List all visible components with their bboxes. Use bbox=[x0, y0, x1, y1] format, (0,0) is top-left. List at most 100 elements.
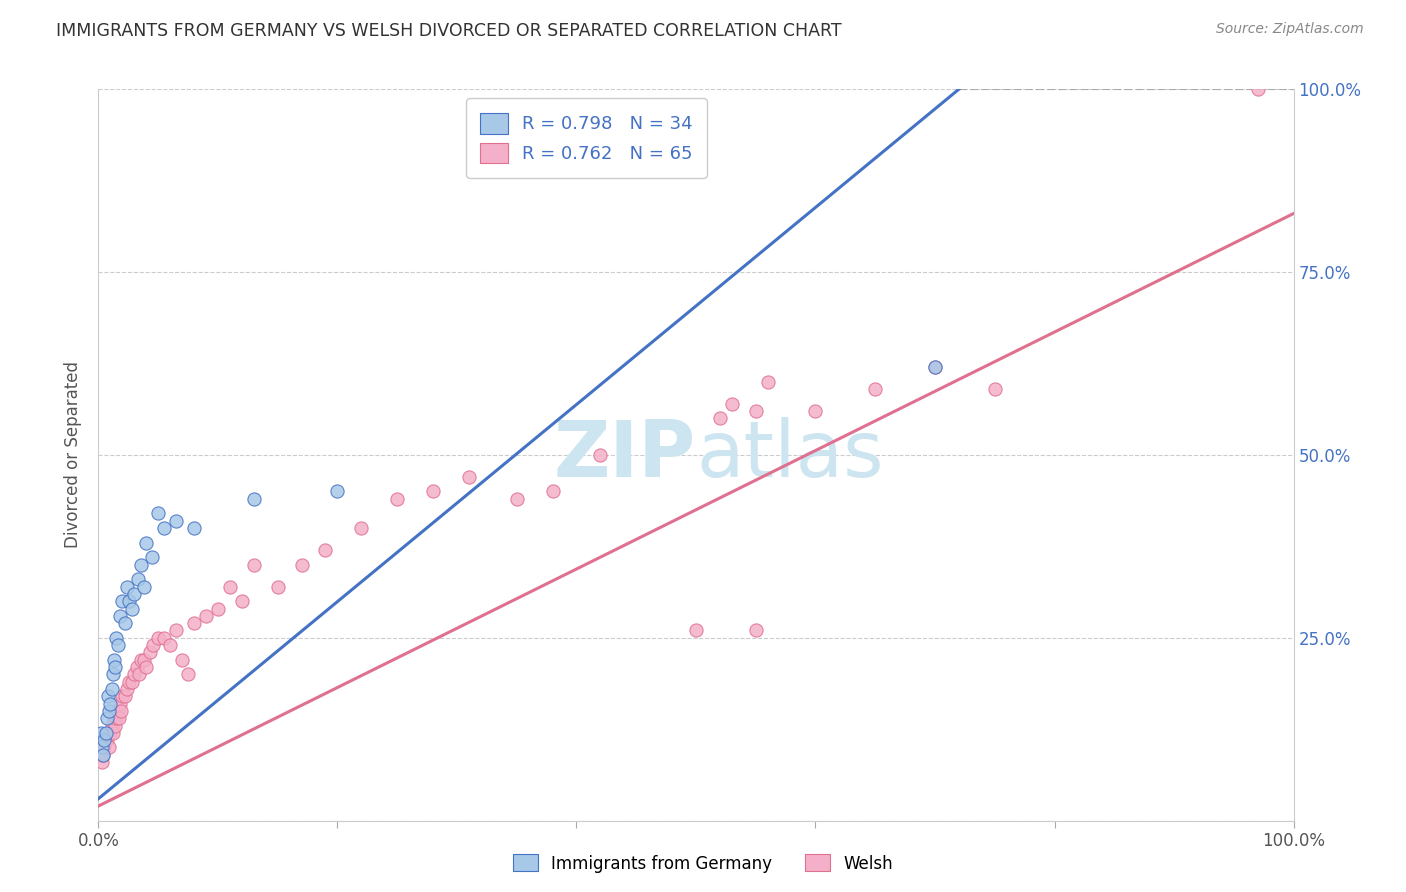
Point bbox=[93, 740, 115, 755]
Point bbox=[131, 558, 153, 572]
Point bbox=[111, 594, 134, 608]
Legend: R = 0.798   N = 34, R = 0.762   N = 65: R = 0.798 N = 34, R = 0.762 N = 65 bbox=[465, 98, 707, 178]
Point bbox=[98, 704, 121, 718]
Point bbox=[91, 755, 114, 769]
Point bbox=[458, 470, 481, 484]
Point bbox=[104, 660, 127, 674]
Point bbox=[124, 587, 146, 601]
Point bbox=[863, 382, 887, 396]
Point bbox=[139, 645, 162, 659]
Point bbox=[685, 624, 707, 638]
Point bbox=[159, 638, 181, 652]
Point bbox=[326, 484, 349, 499]
Point bbox=[100, 718, 122, 732]
Point bbox=[91, 747, 114, 762]
Point bbox=[105, 631, 128, 645]
Point bbox=[745, 624, 768, 638]
Point bbox=[100, 681, 122, 696]
Point bbox=[121, 674, 143, 689]
Point bbox=[107, 704, 129, 718]
Point bbox=[108, 608, 131, 623]
Point bbox=[97, 726, 120, 740]
Point bbox=[94, 726, 117, 740]
Point bbox=[924, 360, 946, 375]
Point bbox=[924, 360, 946, 375]
Text: atlas: atlas bbox=[696, 417, 883, 493]
Point bbox=[118, 674, 141, 689]
Point bbox=[589, 448, 612, 462]
Point bbox=[89, 740, 111, 755]
Point bbox=[103, 711, 125, 725]
Point bbox=[98, 726, 122, 740]
Point bbox=[96, 711, 118, 725]
Point bbox=[350, 521, 373, 535]
Point bbox=[93, 733, 115, 747]
Point bbox=[103, 653, 125, 667]
Point bbox=[745, 404, 768, 418]
Point bbox=[115, 681, 138, 696]
Point bbox=[97, 690, 120, 704]
Point bbox=[315, 543, 337, 558]
Point bbox=[243, 491, 266, 506]
Point bbox=[183, 616, 205, 631]
Point bbox=[111, 690, 134, 704]
Point bbox=[132, 653, 155, 667]
Point bbox=[207, 601, 229, 615]
Point bbox=[231, 594, 253, 608]
Point bbox=[101, 667, 124, 681]
Point bbox=[194, 608, 218, 623]
Point bbox=[90, 747, 112, 762]
Point bbox=[153, 521, 176, 535]
Point bbox=[165, 624, 187, 638]
Point bbox=[148, 507, 170, 521]
Point bbox=[108, 697, 131, 711]
Point bbox=[131, 653, 153, 667]
Point bbox=[91, 747, 114, 762]
Point bbox=[422, 484, 444, 499]
Legend: Immigrants from Germany, Welsh: Immigrants from Germany, Welsh bbox=[506, 847, 900, 880]
Point bbox=[125, 660, 148, 674]
Point bbox=[114, 690, 136, 704]
Point bbox=[107, 711, 129, 725]
Point bbox=[148, 631, 170, 645]
Point bbox=[98, 697, 122, 711]
Point bbox=[984, 382, 1007, 396]
Text: IMMIGRANTS FROM GERMANY VS WELSH DIVORCED OR SEPARATED CORRELATION CHART: IMMIGRANTS FROM GERMANY VS WELSH DIVORCE… bbox=[56, 22, 842, 40]
Point bbox=[506, 491, 529, 506]
Point bbox=[105, 711, 128, 725]
Point bbox=[756, 375, 779, 389]
Point bbox=[98, 740, 121, 755]
Point bbox=[107, 638, 129, 652]
Text: ZIP: ZIP bbox=[554, 417, 696, 493]
Point bbox=[243, 558, 266, 572]
Point bbox=[142, 638, 165, 652]
Text: Source: ZipAtlas.com: Source: ZipAtlas.com bbox=[1216, 22, 1364, 37]
Point bbox=[721, 397, 744, 411]
Point bbox=[385, 491, 409, 506]
Point bbox=[219, 580, 242, 594]
Point bbox=[165, 514, 187, 528]
Point bbox=[291, 558, 314, 572]
Point bbox=[94, 733, 117, 747]
Point bbox=[114, 616, 136, 631]
Point bbox=[267, 580, 290, 594]
Point bbox=[118, 594, 141, 608]
Point bbox=[177, 667, 200, 681]
Point bbox=[90, 726, 112, 740]
Point bbox=[135, 535, 157, 549]
Point bbox=[121, 601, 143, 615]
Point bbox=[124, 667, 146, 681]
Point bbox=[127, 572, 149, 586]
Point bbox=[110, 704, 132, 718]
Point bbox=[128, 667, 150, 681]
Point bbox=[153, 631, 176, 645]
Point bbox=[709, 411, 731, 425]
Point bbox=[541, 484, 564, 499]
Point bbox=[183, 521, 205, 535]
Point bbox=[141, 550, 163, 565]
Point bbox=[101, 726, 124, 740]
Point bbox=[96, 733, 118, 747]
Y-axis label: Divorced or Separated: Divorced or Separated bbox=[65, 361, 83, 549]
Point bbox=[104, 718, 127, 732]
Point bbox=[132, 580, 155, 594]
